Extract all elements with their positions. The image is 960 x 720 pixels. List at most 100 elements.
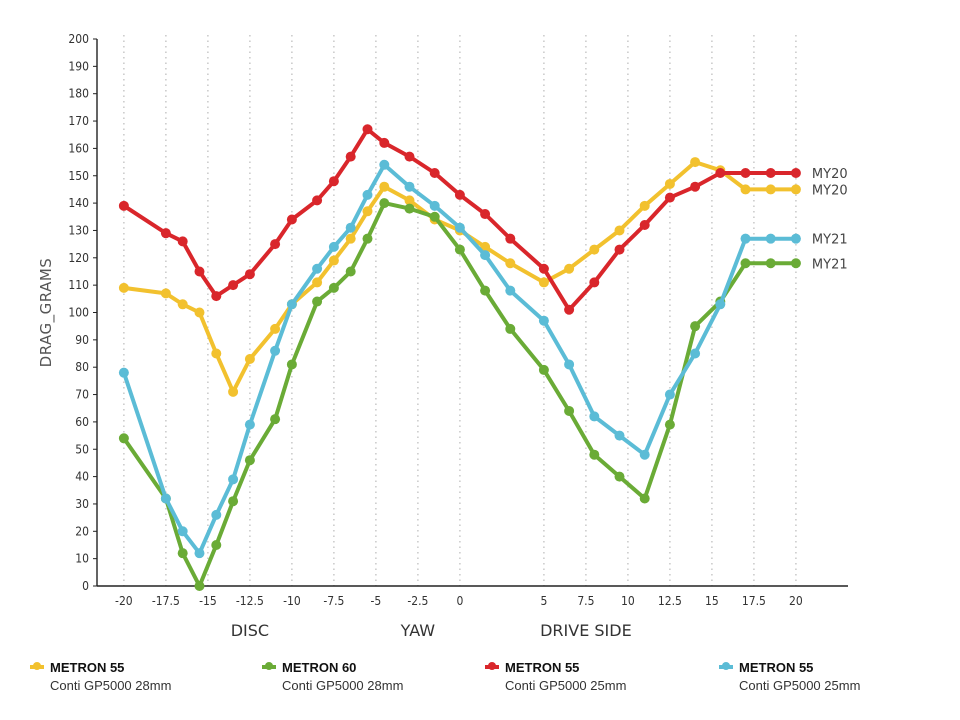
x-tick-label-8: 0 [456,594,463,608]
series-0-point-2 [177,299,188,310]
series-2-point-15 [429,168,440,179]
y-tick-label-2: 20 [75,524,89,538]
y-tick-label-19: 190 [68,59,89,73]
y-tick-label-6: 60 [75,415,89,429]
legend-swatch-0 [30,662,44,670]
legend-swatch-3 [719,662,733,670]
series-1-point-15 [429,211,440,222]
x-tick-label-7: -2.5 [407,594,428,608]
legend-name-0: METRON 55 [50,660,125,675]
series-1-point-13 [379,198,390,209]
region-label-0: DISC [231,621,269,640]
series-2-point-1 [160,228,171,239]
series-0-point-1 [160,288,171,299]
x-tick-label-10: 7.5 [577,594,594,608]
series-1-point-14 [404,203,415,214]
series-0-point-21 [589,244,600,255]
series-2-point-17 [480,209,491,220]
series-1-point-19 [538,364,549,375]
y-tick-label-15: 150 [68,169,89,183]
y-tick-label-14: 140 [68,196,89,210]
y-tick-label-17: 170 [68,114,89,128]
series-3-point-25 [690,348,701,359]
series-2-point-18 [505,233,516,244]
series-3-point-18 [505,285,516,296]
series-3-point-11 [345,222,356,233]
x-tick-label-0: -20 [115,594,133,608]
series-0-point-14 [404,195,415,206]
series-0-point-24 [664,178,675,189]
y-tick-label-5: 50 [75,442,89,456]
series-end-label-2: MY20 [812,167,848,182]
series-2-point-12 [362,124,373,135]
series-0-point-29 [790,184,801,195]
series-3-point-12 [362,189,373,200]
series-3-point-6 [244,419,255,430]
series-2-point-7 [270,239,281,250]
series-2-point-22 [614,244,625,255]
legend-subtitle-0: Conti GP5000 28mm [50,678,172,693]
x-tick-label-9: 5 [540,594,547,608]
y-tick-label-4: 40 [75,470,89,484]
series-3-point-28 [765,233,776,244]
series-0-point-28 [765,184,776,195]
series-1-point-9 [312,296,323,307]
series-1-point-29 [790,258,801,269]
legend-swatch-2 [485,662,499,670]
y-tick-label-3: 30 [75,497,89,511]
series-2-point-11 [345,151,356,162]
series-2-point-3 [194,266,205,277]
series-0-point-11 [345,233,356,244]
axes-layer: 0102030405060708090100110120130140150160… [37,32,848,640]
series-0-point-22 [614,225,625,236]
series-3-point-10 [328,241,339,252]
series-1-point-5 [228,496,239,507]
series-3-point-26 [715,299,726,310]
series-3-point-7 [270,345,281,356]
series-2-point-24 [664,192,675,203]
series-1-point-22 [614,471,625,482]
series-1-point-3 [194,581,205,591]
series-2-point-8 [286,214,297,225]
y-axis-label: DRAG_GRAMS [37,258,56,368]
region-label-1: YAW [400,621,436,640]
legend-subtitle-1: Conti GP5000 28mm [282,678,404,693]
series-1-point-27 [740,258,751,269]
series-3-point-1 [160,493,171,504]
series-2-point-25 [690,181,701,192]
series-0-point-23 [639,200,650,211]
series-2-point-29 [790,168,801,179]
series-2-point-27 [740,168,751,179]
series-3-point-17 [480,250,491,261]
series-1-point-23 [639,493,650,504]
series-1-point-24 [664,419,675,430]
y-tick-label-10: 100 [68,306,89,320]
series-end-label-1: MY21 [812,257,848,272]
series-1-point-17 [480,285,491,296]
series-1-point-28 [765,258,776,269]
legend-subtitle-2: Conti GP5000 25mm [505,678,627,693]
series-2-point-6 [244,269,255,280]
y-tick-label-9: 90 [75,333,89,347]
grid-layer [123,35,797,586]
series-1-point-20 [564,405,575,416]
y-tick-label-1: 10 [75,552,89,566]
series-3-point-16 [454,222,465,233]
series-3-point-23 [639,449,650,460]
series-3-point-24 [664,389,675,400]
series-1-point-25 [690,321,701,332]
legend-name-3: METRON 55 [739,660,814,675]
series-2-point-9 [312,195,323,206]
series-3-point-8 [286,299,297,310]
y-tick-label-18: 180 [68,87,89,101]
series-1-point-10 [328,282,339,293]
series-0-point-25 [690,157,701,168]
series-3-point-13 [379,159,390,170]
x-tick-label-4: -10 [283,594,301,608]
series-3-point-15 [429,200,440,211]
series-1-point-0 [118,433,129,444]
x-tick-label-3: -12.5 [236,594,264,608]
y-tick-label-0: 0 [82,579,89,593]
series-3-point-20 [564,359,575,370]
series-0-point-3 [194,307,205,318]
